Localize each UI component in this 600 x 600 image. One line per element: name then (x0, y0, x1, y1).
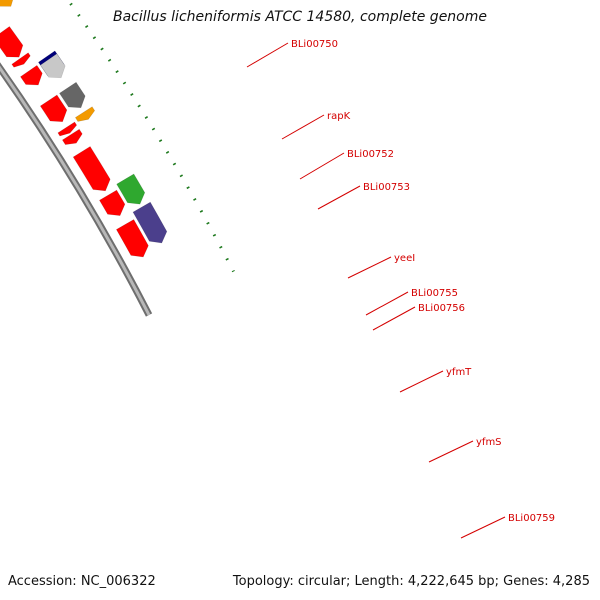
topology-summary: Topology: circular; Length: 4,222,645 bp… (232, 574, 590, 589)
gene-feature (39, 53, 66, 79)
gene-label: yfmT (446, 367, 472, 378)
leader-line (460, 516, 506, 539)
gene-feature (0, 26, 24, 58)
leader-line (372, 306, 416, 331)
gene-feature (74, 106, 96, 122)
leader-line (399, 370, 444, 393)
gene-label: BLi00755 (411, 288, 458, 299)
gene-label: BLi00753 (363, 182, 410, 193)
outer-dotted-line (66, 0, 235, 273)
gene-label: BLi00752 (347, 149, 394, 160)
leader-line (317, 185, 361, 210)
gene-label: yeeI (394, 253, 415, 264)
gene-feature (57, 121, 78, 137)
gene-feature (132, 201, 168, 244)
accession-text: Accession: NC_006322 (8, 574, 156, 589)
leader-line (246, 42, 289, 68)
gene-feature (11, 52, 31, 68)
gene-feature (72, 146, 111, 192)
kbp-ruler: 760 kbp761 kbp762 kbp763 kbp764 kbp765 k… (66, 0, 235, 273)
backbone-inner (0, 65, 151, 316)
gene-feature (20, 64, 43, 86)
gene-feature (116, 173, 146, 205)
gene-feature (61, 128, 83, 145)
gene-feature (115, 219, 149, 258)
leader-line (281, 114, 325, 140)
genome-backbone (0, 62, 153, 317)
gene-feature (39, 94, 68, 123)
gene-label: BLi00756 (418, 303, 465, 314)
gene-feature (59, 81, 86, 109)
leader-line (428, 440, 474, 463)
leader-line (299, 152, 345, 180)
gene-label: BLi00759 (508, 513, 555, 524)
gene-feature (0, 0, 14, 7)
gene-features (0, 0, 168, 258)
gene-feature (99, 189, 126, 216)
gene-labels: BLi00750 rapK BLi00752 BLi00753 yeeI BLi00755… (246, 39, 555, 539)
leader-line (365, 291, 409, 316)
map-title: Bacillus licheniformis ATCC 14580, compl… (113, 9, 487, 25)
gene-label: yfmS (476, 437, 502, 448)
gene-label: rapK (327, 111, 351, 122)
leader-line (347, 256, 392, 279)
gene-label: BLi00750 (291, 39, 338, 50)
